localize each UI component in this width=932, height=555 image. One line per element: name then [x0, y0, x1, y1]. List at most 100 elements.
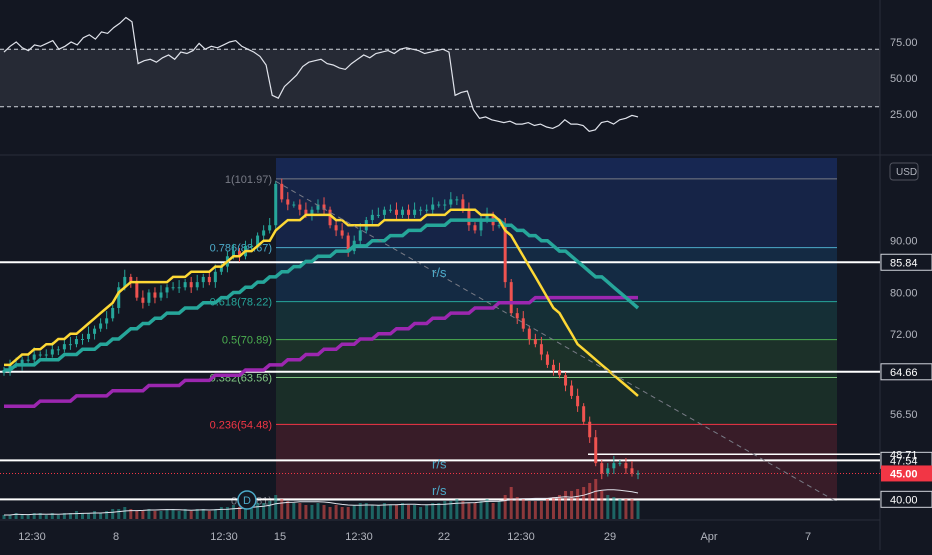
candle[interactable]: [62, 339, 66, 353]
candle[interactable]: [68, 336, 72, 350]
candle[interactable]: [606, 463, 610, 477]
candle[interactable]: [26, 354, 30, 363]
candle[interactable]: [558, 362, 562, 379]
candle[interactable]: [539, 336, 543, 361]
candle[interactable]: [250, 238, 254, 252]
candle[interactable]: [437, 201, 441, 208]
candle[interactable]: [419, 206, 423, 216]
candle[interactable]: [515, 307, 519, 325]
candle[interactable]: [201, 273, 205, 288]
rsi-tick-label: 50.00: [890, 73, 918, 85]
candle[interactable]: [551, 359, 555, 376]
candle[interactable]: [382, 206, 386, 221]
candle[interactable]: [449, 192, 453, 208]
currency-box[interactable]: [889, 162, 919, 181]
volume-bar: [407, 505, 411, 519]
candle[interactable]: [129, 273, 133, 288]
candle[interactable]: [105, 311, 109, 330]
candle[interactable]: [165, 284, 169, 299]
candle[interactable]: [413, 202, 417, 218]
candle[interactable]: [87, 326, 91, 343]
volume-bar: [195, 509, 199, 519]
candle[interactable]: [576, 388, 580, 412]
candle-body: [201, 276, 205, 283]
candle[interactable]: [38, 351, 42, 358]
candle[interactable]: [280, 178, 284, 203]
candle[interactable]: [268, 217, 272, 234]
candle[interactable]: [394, 202, 398, 221]
candle[interactable]: [316, 199, 320, 213]
candle[interactable]: [141, 290, 145, 309]
candle[interactable]: [298, 199, 302, 216]
candle[interactable]: [334, 220, 338, 237]
candle[interactable]: [588, 416, 592, 443]
candle-body: [376, 214, 380, 216]
candle[interactable]: [455, 196, 459, 206]
candle[interactable]: [467, 202, 471, 231]
candle[interactable]: [171, 282, 175, 291]
dividend-marker[interactable]: [237, 490, 257, 510]
volume-bar: [8, 515, 12, 519]
rsi-line: [3, 16, 639, 132]
candle[interactable]: [630, 461, 634, 477]
candle[interactable]: [600, 460, 604, 480]
candle[interactable]: [207, 271, 211, 286]
candle[interactable]: [56, 346, 60, 356]
candle[interactable]: [93, 325, 97, 340]
volume-bar: [219, 507, 223, 519]
candle[interactable]: [582, 403, 586, 425]
candle[interactable]: [358, 223, 362, 247]
candle[interactable]: [376, 207, 380, 218]
candle[interactable]: [618, 460, 622, 467]
candle[interactable]: [189, 276, 193, 293]
candle[interactable]: [431, 197, 435, 216]
candle[interactable]: [545, 351, 549, 368]
candle[interactable]: [310, 206, 314, 221]
candle[interactable]: [322, 197, 326, 216]
candle-body: [340, 230, 344, 236]
candle[interactable]: [262, 225, 266, 242]
candle[interactable]: [99, 318, 103, 332]
candle[interactable]: [147, 289, 151, 306]
candle[interactable]: [564, 372, 568, 392]
candle[interactable]: [74, 335, 78, 348]
candle[interactable]: [533, 333, 537, 348]
candle[interactable]: [425, 204, 429, 213]
candle[interactable]: [183, 279, 187, 291]
candle[interactable]: [292, 201, 296, 208]
candle[interactable]: [443, 199, 447, 211]
candle[interactable]: [117, 282, 121, 314]
candle[interactable]: [594, 430, 598, 467]
candle[interactable]: [624, 457, 628, 474]
candle[interactable]: [570, 380, 574, 399]
candle[interactable]: [370, 209, 374, 226]
candle[interactable]: [80, 333, 84, 345]
candle[interactable]: [527, 325, 531, 345]
candle[interactable]: [521, 311, 525, 332]
candle[interactable]: [612, 455, 616, 474]
candle[interactable]: [407, 204, 411, 221]
candle[interactable]: [328, 206, 332, 229]
candle[interactable]: [195, 274, 199, 291]
volume-bar: [352, 505, 356, 519]
candle[interactable]: [274, 180, 278, 231]
candle[interactable]: [159, 285, 163, 301]
candle[interactable]: [213, 264, 217, 288]
candle[interactable]: [286, 192, 290, 211]
volume-bar: [449, 501, 453, 519]
candle[interactable]: [177, 280, 181, 293]
candle[interactable]: [473, 222, 477, 234]
candle[interactable]: [111, 304, 115, 322]
candle[interactable]: [388, 204, 392, 213]
volume-bar: [497, 501, 501, 519]
candle[interactable]: [340, 223, 344, 239]
time-tick-label: 22: [438, 531, 450, 543]
candle-body: [195, 282, 199, 288]
candle[interactable]: [636, 470, 640, 480]
candle[interactable]: [401, 206, 405, 218]
candle-body: [551, 364, 555, 371]
candle[interactable]: [153, 287, 157, 304]
candle[interactable]: [509, 279, 513, 317]
